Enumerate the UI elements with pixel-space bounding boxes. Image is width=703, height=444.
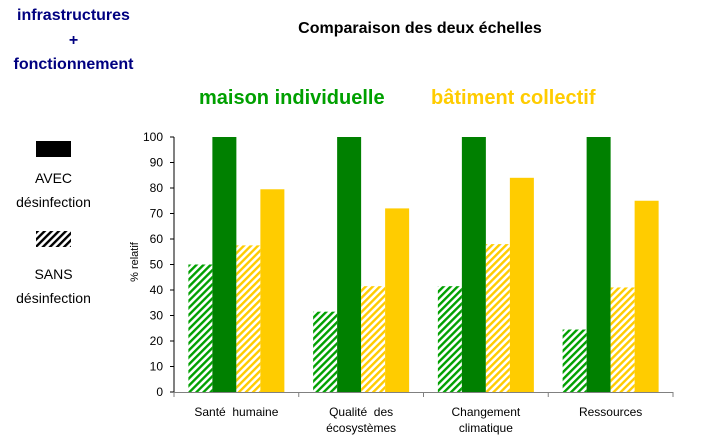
y-tick-label: 70 — [150, 207, 164, 221]
x-category-label: Qualité des — [329, 405, 393, 419]
x-category-label: Santé humaine — [194, 405, 278, 419]
x-category-label: Ressources — [579, 405, 642, 419]
y-tick-label: 50 — [150, 258, 164, 272]
scope-fonctionnement: fonctionnement — [13, 56, 134, 73]
legend-swatch-avec — [36, 141, 71, 157]
bar-avec-maison-1 — [337, 137, 362, 392]
chart-title: Comparaison des deux échelles — [298, 20, 542, 37]
bar-sans-maison-1 — [313, 311, 338, 392]
legend-avec-line1: AVEC — [34, 170, 73, 186]
bar-sans-maison-3 — [562, 329, 587, 392]
y-tick-label: 100 — [143, 130, 163, 144]
y-tick-label: 10 — [150, 360, 164, 374]
legend-sans-line2: désinfection — [16, 290, 91, 306]
x-category-label: Changement — [452, 405, 521, 419]
bars-group — [188, 137, 659, 392]
bar-avec-batiment-0 — [260, 189, 285, 392]
y-tick-label: 30 — [150, 309, 164, 323]
bar-sans-maison-0 — [188, 264, 213, 392]
y-tick-label: 60 — [150, 232, 164, 246]
bar-avec-maison-0 — [212, 137, 237, 392]
bar-avec-batiment-3 — [634, 200, 659, 392]
scope-plus: + — [68, 32, 79, 49]
bar-avec-batiment-1 — [385, 208, 410, 392]
bar-sans-batiment-1 — [361, 286, 386, 392]
y-tick-label: 0 — [156, 385, 163, 399]
axes-group: 0 10 20 30 40 50 60 70 80 90 100 Santé humaine Quali… — [143, 130, 674, 435]
bar-sans-maison-2 — [437, 286, 462, 392]
bar-sans-batiment-2 — [485, 244, 510, 392]
y-tick-label: 80 — [150, 181, 164, 195]
legend-sans-line1: SANS — [34, 266, 73, 282]
scope-infrastructures: infrastructures — [17, 7, 130, 24]
x-category-label: écosystèmes — [326, 421, 396, 435]
y-tick-label: 90 — [150, 156, 164, 170]
legend-swatch-sans — [36, 231, 71, 247]
y-tick-label: 40 — [150, 283, 164, 297]
y-axis-label: % relatif — [129, 241, 141, 282]
legend-avec-line2: désinfection — [16, 194, 91, 210]
bar-avec-batiment-2 — [509, 177, 534, 392]
bar-sans-batiment-3 — [610, 287, 635, 392]
bar-avec-maison-3 — [586, 137, 611, 392]
y-tick-label: 20 — [150, 334, 164, 348]
x-category-label: climatique — [459, 421, 513, 435]
scale-label-batiment: bâtiment collectif — [431, 87, 596, 109]
bar-avec-maison-2 — [461, 137, 486, 392]
scale-label-maison: maison individuelle — [199, 87, 385, 109]
bar-sans-batiment-0 — [236, 245, 261, 392]
